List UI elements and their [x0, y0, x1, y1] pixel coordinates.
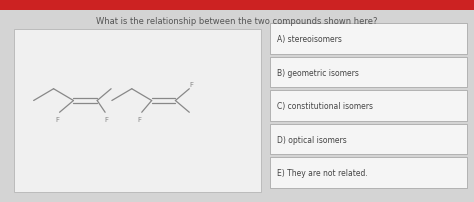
Text: B) geometric isomers: B) geometric isomers: [277, 68, 359, 77]
Text: What is the relationship between the two compounds shown here?: What is the relationship between the two…: [96, 17, 378, 26]
Text: C) constitutional isomers: C) constitutional isomers: [277, 102, 374, 110]
Text: F: F: [137, 117, 141, 123]
Bar: [270, 91, 467, 121]
Bar: [270, 24, 467, 55]
Bar: [270, 124, 467, 155]
Bar: [270, 158, 467, 188]
Bar: [270, 58, 467, 88]
Text: E) They are not related.: E) They are not related.: [277, 168, 368, 177]
Text: A) stereoisomers: A) stereoisomers: [277, 35, 342, 44]
Text: F: F: [55, 117, 59, 123]
Bar: [14, 30, 261, 192]
Bar: [0, 0, 474, 11]
Text: D) optical isomers: D) optical isomers: [277, 135, 347, 144]
Text: F: F: [190, 81, 194, 87]
Text: F: F: [104, 117, 108, 123]
